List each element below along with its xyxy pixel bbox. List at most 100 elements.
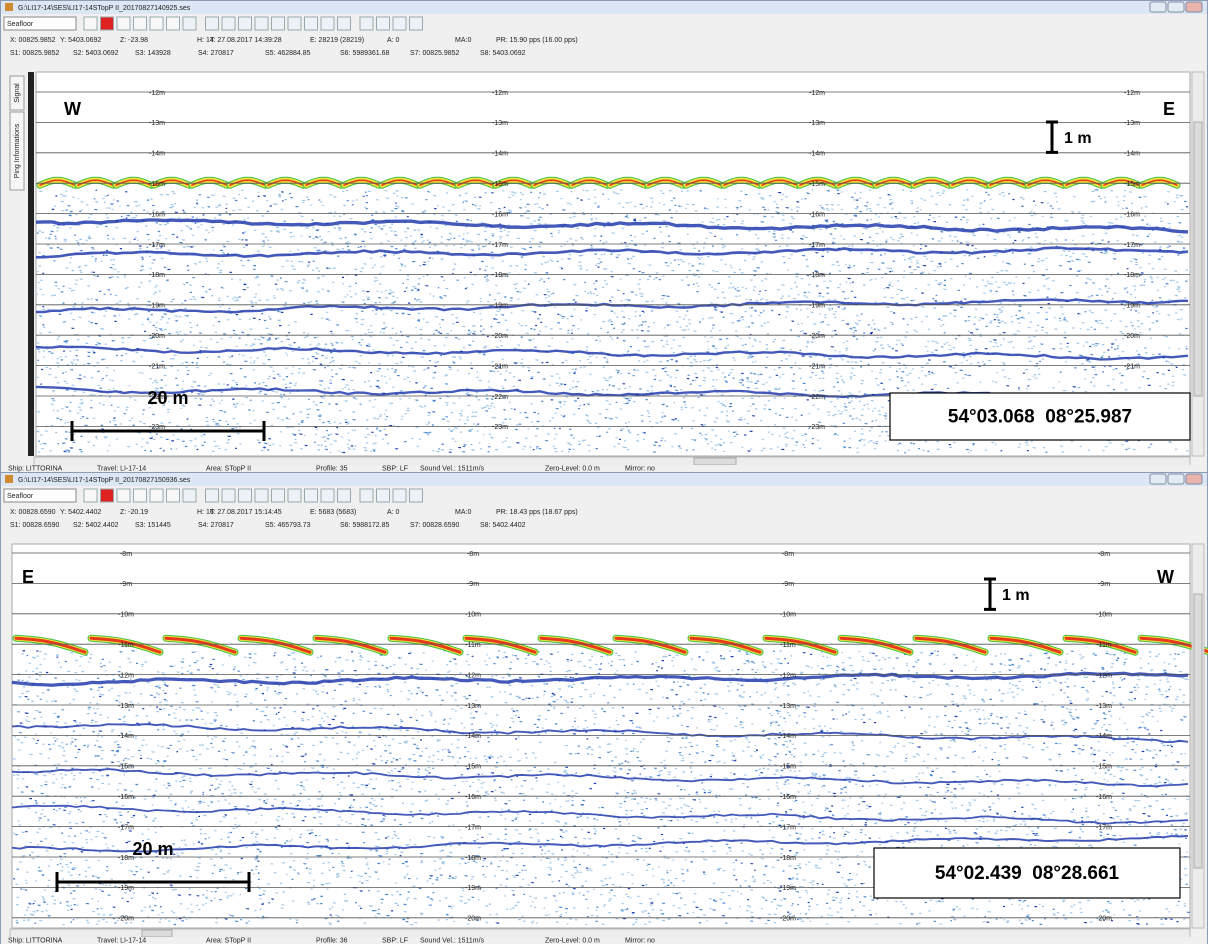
toolbar-button[interactable] bbox=[101, 17, 114, 30]
toolbar-button[interactable] bbox=[134, 489, 147, 502]
depth-label: -9m bbox=[467, 581, 479, 588]
ping-info: A: 0 bbox=[387, 509, 400, 516]
depth-label: -17m bbox=[1096, 824, 1112, 831]
depth-label: -19m bbox=[492, 303, 508, 310]
depth-label: -18m bbox=[492, 272, 508, 279]
maximize-button[interactable] bbox=[1168, 2, 1184, 12]
toolbar-button[interactable] bbox=[377, 17, 390, 30]
toolbar-button[interactable] bbox=[288, 489, 301, 502]
depth-label: -12m bbox=[1096, 672, 1112, 679]
toolbar-button[interactable] bbox=[321, 17, 334, 30]
toolbar-button[interactable] bbox=[134, 17, 147, 30]
depth-label: -13m bbox=[1096, 703, 1112, 710]
depth-label: -18m bbox=[1124, 272, 1140, 279]
depth-label: -15m bbox=[149, 181, 165, 188]
toolbar-button[interactable] bbox=[150, 489, 163, 502]
toolbar-button[interactable] bbox=[377, 489, 390, 502]
toolbar-button[interactable] bbox=[255, 489, 268, 502]
toolbar-button[interactable] bbox=[410, 17, 423, 30]
depth-label: -14m bbox=[809, 151, 825, 158]
depth-label: -12m bbox=[118, 672, 134, 679]
ping-info: S4: 270817 bbox=[198, 50, 234, 57]
depth-label: -19m bbox=[118, 885, 134, 892]
toolbar-button[interactable] bbox=[410, 489, 423, 502]
depth-label: -20m bbox=[465, 916, 481, 923]
direction-label: W bbox=[64, 99, 81, 119]
depth-label: -8m bbox=[467, 551, 479, 558]
minimize-button[interactable] bbox=[1150, 2, 1166, 12]
depth-label: -8m bbox=[120, 551, 132, 558]
ping-info: S7: 00828.6590 bbox=[410, 522, 460, 529]
ping-info: MA:0 bbox=[455, 37, 471, 44]
vertical-scroll-thumb[interactable] bbox=[1194, 122, 1202, 396]
vertical-scroll-thumb[interactable] bbox=[1194, 594, 1202, 868]
toolbar-button[interactable] bbox=[338, 17, 351, 30]
depth-label: -10m bbox=[465, 612, 481, 619]
depth-label: -9m bbox=[120, 581, 132, 588]
toolbar-button[interactable] bbox=[393, 489, 406, 502]
toolbar-button[interactable] bbox=[117, 489, 130, 502]
status-item: Travel: LI-17-14 bbox=[97, 465, 146, 472]
ping-info: E: 28219 (28219) bbox=[310, 37, 364, 44]
window-title: G:\LI17-14\SES\LI17-14STopP II_201708271… bbox=[18, 5, 191, 12]
horizontal-scroll-thumb[interactable] bbox=[142, 930, 172, 937]
toolbar-button[interactable] bbox=[167, 17, 180, 30]
screenshot: G:\LI17-14\SES\LI17-14STopP II_201708271… bbox=[0, 0, 1208, 945]
close-button[interactable] bbox=[1186, 2, 1202, 12]
depth-label: -9m bbox=[1098, 581, 1110, 588]
toolbar-button[interactable] bbox=[222, 489, 235, 502]
toolbar-button[interactable] bbox=[272, 489, 285, 502]
toolbar-button[interactable] bbox=[393, 17, 406, 30]
horizontal-scroll-thumb[interactable] bbox=[694, 458, 736, 465]
toolbar-button[interactable] bbox=[183, 489, 196, 502]
minimize-button[interactable] bbox=[1150, 474, 1166, 484]
toolbar-button[interactable] bbox=[183, 17, 196, 30]
toolbar-button[interactable] bbox=[101, 489, 114, 502]
status-item: Zero-Level: 0.0 m bbox=[545, 937, 600, 944]
toolbar-button[interactable] bbox=[206, 489, 219, 502]
toolbar-button[interactable] bbox=[84, 489, 97, 502]
toolbar-button[interactable] bbox=[338, 489, 351, 502]
toolbar-button[interactable] bbox=[288, 17, 301, 30]
toolbar-button[interactable] bbox=[84, 17, 97, 30]
toolbar-button[interactable] bbox=[222, 17, 235, 30]
toolbar-button[interactable] bbox=[360, 17, 373, 30]
depth-label: -14m bbox=[1124, 151, 1140, 158]
depth-label: -21m bbox=[149, 363, 165, 370]
ping-info: T: 27.08.2017 14:39:28 bbox=[210, 37, 282, 44]
ping-info: S3: 143928 bbox=[135, 50, 171, 57]
toolbar-button[interactable] bbox=[360, 489, 373, 502]
toolbar-button[interactable] bbox=[321, 489, 334, 502]
horizontal-scrollbar[interactable] bbox=[10, 929, 1190, 938]
depth-label: -11m bbox=[118, 642, 134, 649]
ping-info: S3: 151445 bbox=[135, 522, 171, 529]
depth-label: -16m bbox=[118, 794, 134, 801]
toolbar-button[interactable] bbox=[239, 489, 252, 502]
toolbar-button[interactable] bbox=[167, 489, 180, 502]
ping-info: S6: 5988172.85 bbox=[340, 522, 390, 529]
app-icon bbox=[5, 3, 13, 11]
side-tab-label: Signal bbox=[14, 83, 21, 103]
close-button[interactable] bbox=[1186, 474, 1202, 484]
depth-label: -16m bbox=[492, 211, 508, 218]
toolbar-button[interactable] bbox=[255, 17, 268, 30]
app-icon bbox=[5, 475, 13, 483]
depth-label: -13m bbox=[1124, 120, 1140, 127]
toolbar-button[interactable] bbox=[272, 17, 285, 30]
toolbar-button[interactable] bbox=[150, 17, 163, 30]
toolbar-button[interactable] bbox=[206, 17, 219, 30]
depth-label: -15m bbox=[809, 181, 825, 188]
status-item: Mirror: no bbox=[625, 937, 655, 944]
horizontal-scale-label: 20 m bbox=[147, 388, 188, 408]
depth-label: -17m bbox=[780, 824, 796, 831]
toolbar-button[interactable] bbox=[117, 17, 130, 30]
toolbar-button[interactable] bbox=[305, 489, 318, 502]
depth-label: -11m bbox=[780, 642, 796, 649]
depth-label: -15m bbox=[780, 764, 796, 771]
depth-label: -13m bbox=[465, 703, 481, 710]
toolbar-button[interactable] bbox=[239, 17, 252, 30]
toolbar-button[interactable] bbox=[305, 17, 318, 30]
depth-label: -14m bbox=[1096, 733, 1112, 740]
depth-label: -15m bbox=[1096, 764, 1112, 771]
maximize-button[interactable] bbox=[1168, 474, 1184, 484]
